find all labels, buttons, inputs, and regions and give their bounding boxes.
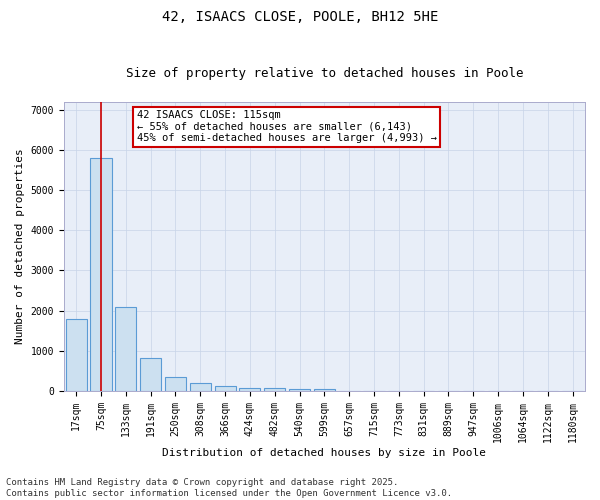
Bar — [190, 383, 211, 391]
Bar — [239, 388, 260, 391]
Bar — [215, 386, 236, 391]
Title: Size of property relative to detached houses in Poole: Size of property relative to detached ho… — [125, 66, 523, 80]
Bar — [314, 390, 335, 391]
Bar — [115, 306, 136, 391]
Text: 42, ISAACS CLOSE, POOLE, BH12 5HE: 42, ISAACS CLOSE, POOLE, BH12 5HE — [162, 10, 438, 24]
Text: Contains HM Land Registry data © Crown copyright and database right 2025.
Contai: Contains HM Land Registry data © Crown c… — [6, 478, 452, 498]
Text: 42 ISAACS CLOSE: 115sqm
← 55% of detached houses are smaller (6,143)
45% of semi: 42 ISAACS CLOSE: 115sqm ← 55% of detache… — [137, 110, 437, 144]
Bar — [264, 388, 285, 391]
X-axis label: Distribution of detached houses by size in Poole: Distribution of detached houses by size … — [163, 448, 487, 458]
Bar — [140, 358, 161, 391]
Bar — [65, 318, 87, 391]
Y-axis label: Number of detached properties: Number of detached properties — [15, 148, 25, 344]
Bar — [165, 377, 186, 391]
Bar — [91, 158, 112, 391]
Bar — [289, 389, 310, 391]
